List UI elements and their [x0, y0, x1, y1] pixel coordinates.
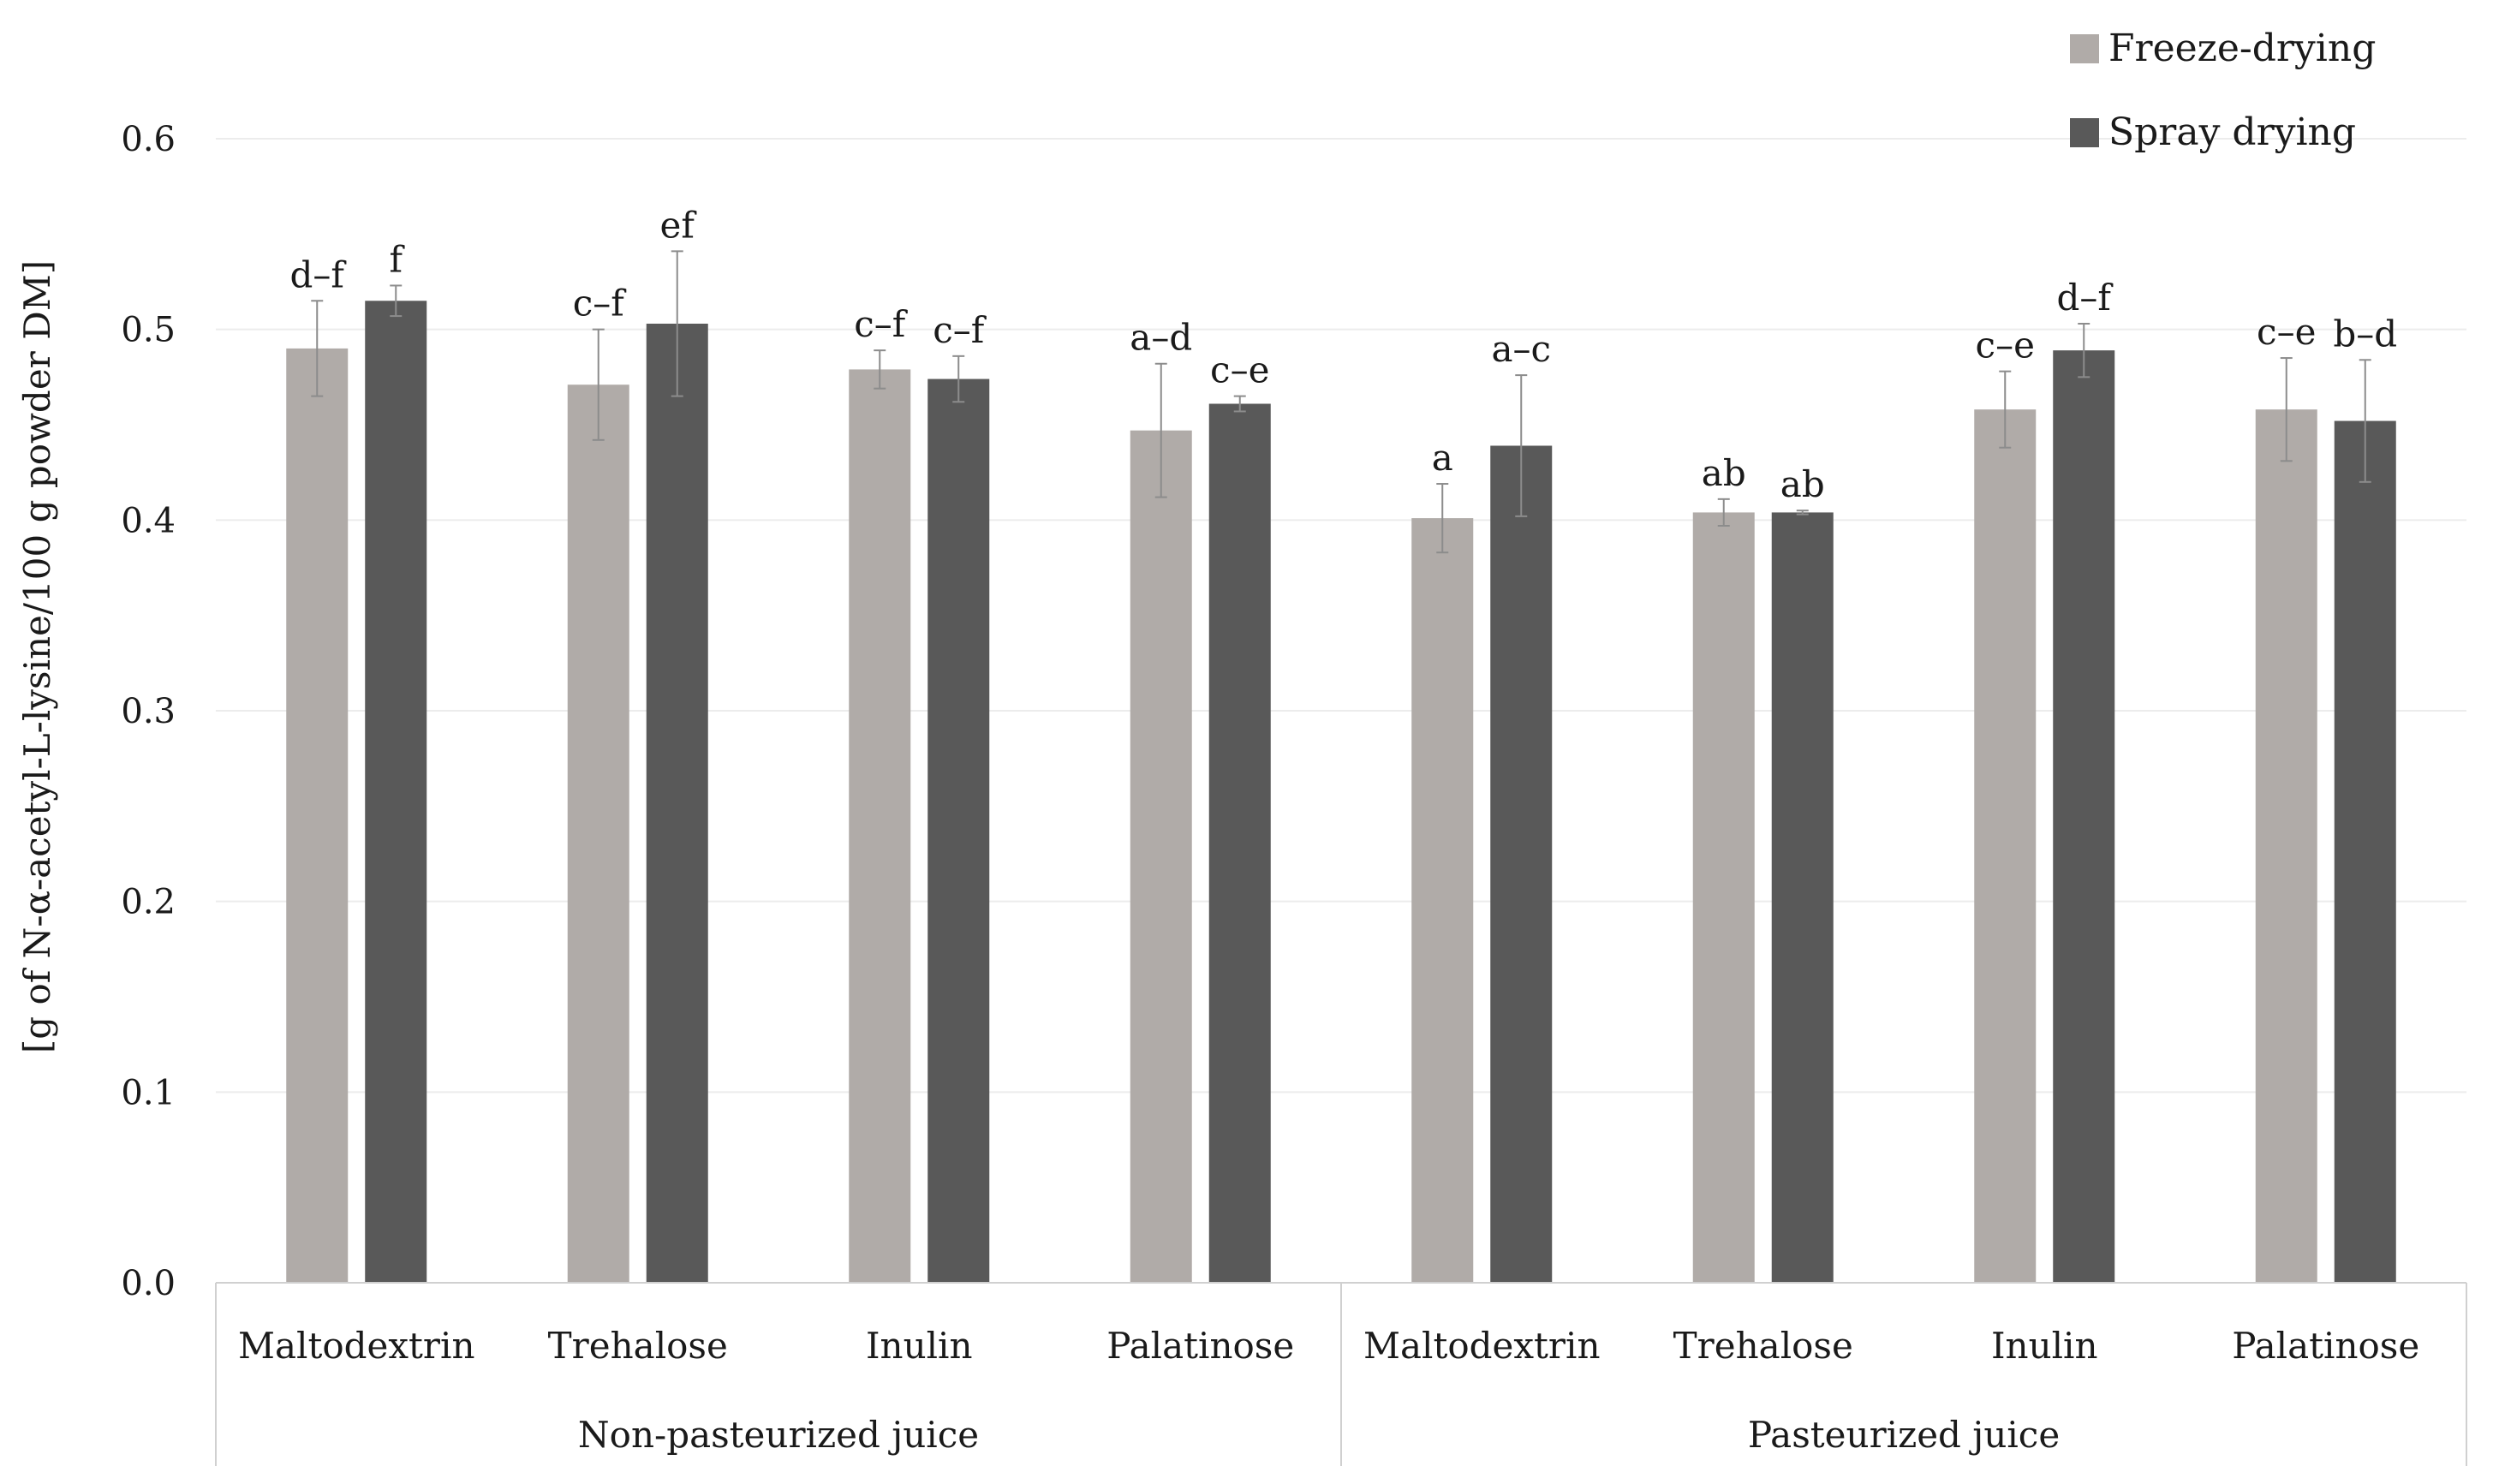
- error-bar: [874, 349, 886, 390]
- y-tick-label: 0.4: [121, 501, 176, 540]
- significance-label: ab: [1780, 463, 1825, 505]
- error-bar: [1436, 483, 1449, 554]
- x-tick-label: Inulin: [1991, 1325, 2098, 1367]
- x-group-label: Pasteurized juice: [1748, 1414, 2060, 1456]
- x-tick-label: Trehalose: [1673, 1325, 1853, 1367]
- bar-freeze-drying: [849, 369, 911, 1284]
- significance-label: d–f: [2057, 277, 2114, 319]
- bar-freeze-drying: [1692, 512, 1755, 1283]
- error-bar: [1796, 510, 1809, 516]
- x-tick-label: Palatinose: [2232, 1325, 2419, 1367]
- y-tick-label: 0.1: [121, 1073, 176, 1112]
- significance-label: b–d: [2333, 313, 2397, 355]
- gridlines: [216, 138, 2466, 1094]
- bar-freeze-drying: [1130, 430, 1192, 1283]
- error-bar: [592, 328, 605, 441]
- legend: Freeze-drying Spray drying: [2070, 27, 2376, 154]
- bar-freeze-drying: [567, 384, 629, 1283]
- error-bar: [2359, 359, 2371, 483]
- significance-label: ef: [660, 204, 698, 246]
- error-bar: [1515, 374, 1528, 517]
- error-bar: [390, 284, 403, 318]
- significance-label: c–f: [854, 303, 909, 345]
- error-bar: [671, 250, 683, 397]
- significance-label: c–e: [2257, 311, 2316, 353]
- error-bar: [1717, 498, 1730, 527]
- y-tick-label: 0.5: [121, 311, 176, 350]
- bar-freeze-drying: [1974, 409, 2037, 1284]
- x-tick-label: Palatinose: [1106, 1325, 1294, 1367]
- error-bar: [952, 355, 965, 403]
- significance-label: a–c: [1491, 328, 1551, 370]
- significance-label: c–f: [573, 283, 628, 325]
- error-bar: [1154, 362, 1167, 498]
- bar-freeze-drying: [2255, 409, 2317, 1284]
- x-tick-label: Trehalose: [548, 1325, 728, 1367]
- significance-label: a: [1432, 437, 1453, 479]
- significance-label: c–e: [1976, 325, 2035, 367]
- y-tick-label: 0.6: [121, 120, 176, 159]
- y-tick-label: 0.0: [121, 1264, 176, 1303]
- bar-spray-drying: [1771, 512, 1834, 1283]
- axes: [g of N-α-acetyl-L-lysine/100 g powder D…: [16, 120, 2467, 1466]
- y-tick-label: 0.3: [121, 692, 176, 731]
- bar-freeze-drying: [286, 348, 349, 1283]
- significance-label: ab: [1702, 452, 1746, 494]
- error-bar: [1999, 370, 2012, 449]
- bar-spray-drying: [365, 301, 427, 1284]
- significance-labels: d–f c–f c–f a–d a ab c–e c–e f ef c–f c–e a–c ab d–f b–…: [290, 204, 2398, 505]
- error-bar: [1233, 395, 1246, 413]
- bars: [286, 301, 2396, 1284]
- bar-spray-drying: [1490, 445, 1553, 1283]
- legend-swatch: [2070, 118, 2099, 147]
- significance-label: d–f: [290, 253, 348, 295]
- bar-freeze-drying: [1411, 518, 1474, 1283]
- error-bar: [2280, 357, 2293, 462]
- legend-swatch: [2070, 34, 2099, 63]
- bar-spray-drying: [2334, 420, 2396, 1284]
- significance-label: c–e: [1210, 349, 1269, 391]
- x-tick-label: Maltodextrin: [1363, 1325, 1601, 1367]
- bar-spray-drying: [927, 378, 990, 1283]
- error-bar: [311, 300, 324, 397]
- significance-label: c–f: [933, 309, 987, 351]
- y-tick-label: 0.2: [121, 883, 176, 922]
- legend-label: Spray drying: [2108, 110, 2356, 154]
- bar-spray-drying: [2053, 350, 2115, 1283]
- significance-label: f: [389, 238, 405, 280]
- x-tick-label: Maltodextrin: [238, 1325, 475, 1367]
- error-bar: [2078, 322, 2090, 378]
- x-tick-label: Inulin: [866, 1325, 973, 1367]
- y-axis-label: [g of N-α-acetyl-L-lysine/100 g powder D…: [16, 260, 58, 1053]
- legend-label: Freeze-drying: [2108, 27, 2376, 70]
- significance-label: a–d: [1130, 317, 1192, 359]
- error-bars: [311, 250, 2371, 554]
- bar-spray-drying: [1208, 403, 1271, 1284]
- x-group-label: Non-pasteurized juice: [578, 1414, 979, 1456]
- bar-spray-drying: [646, 323, 708, 1283]
